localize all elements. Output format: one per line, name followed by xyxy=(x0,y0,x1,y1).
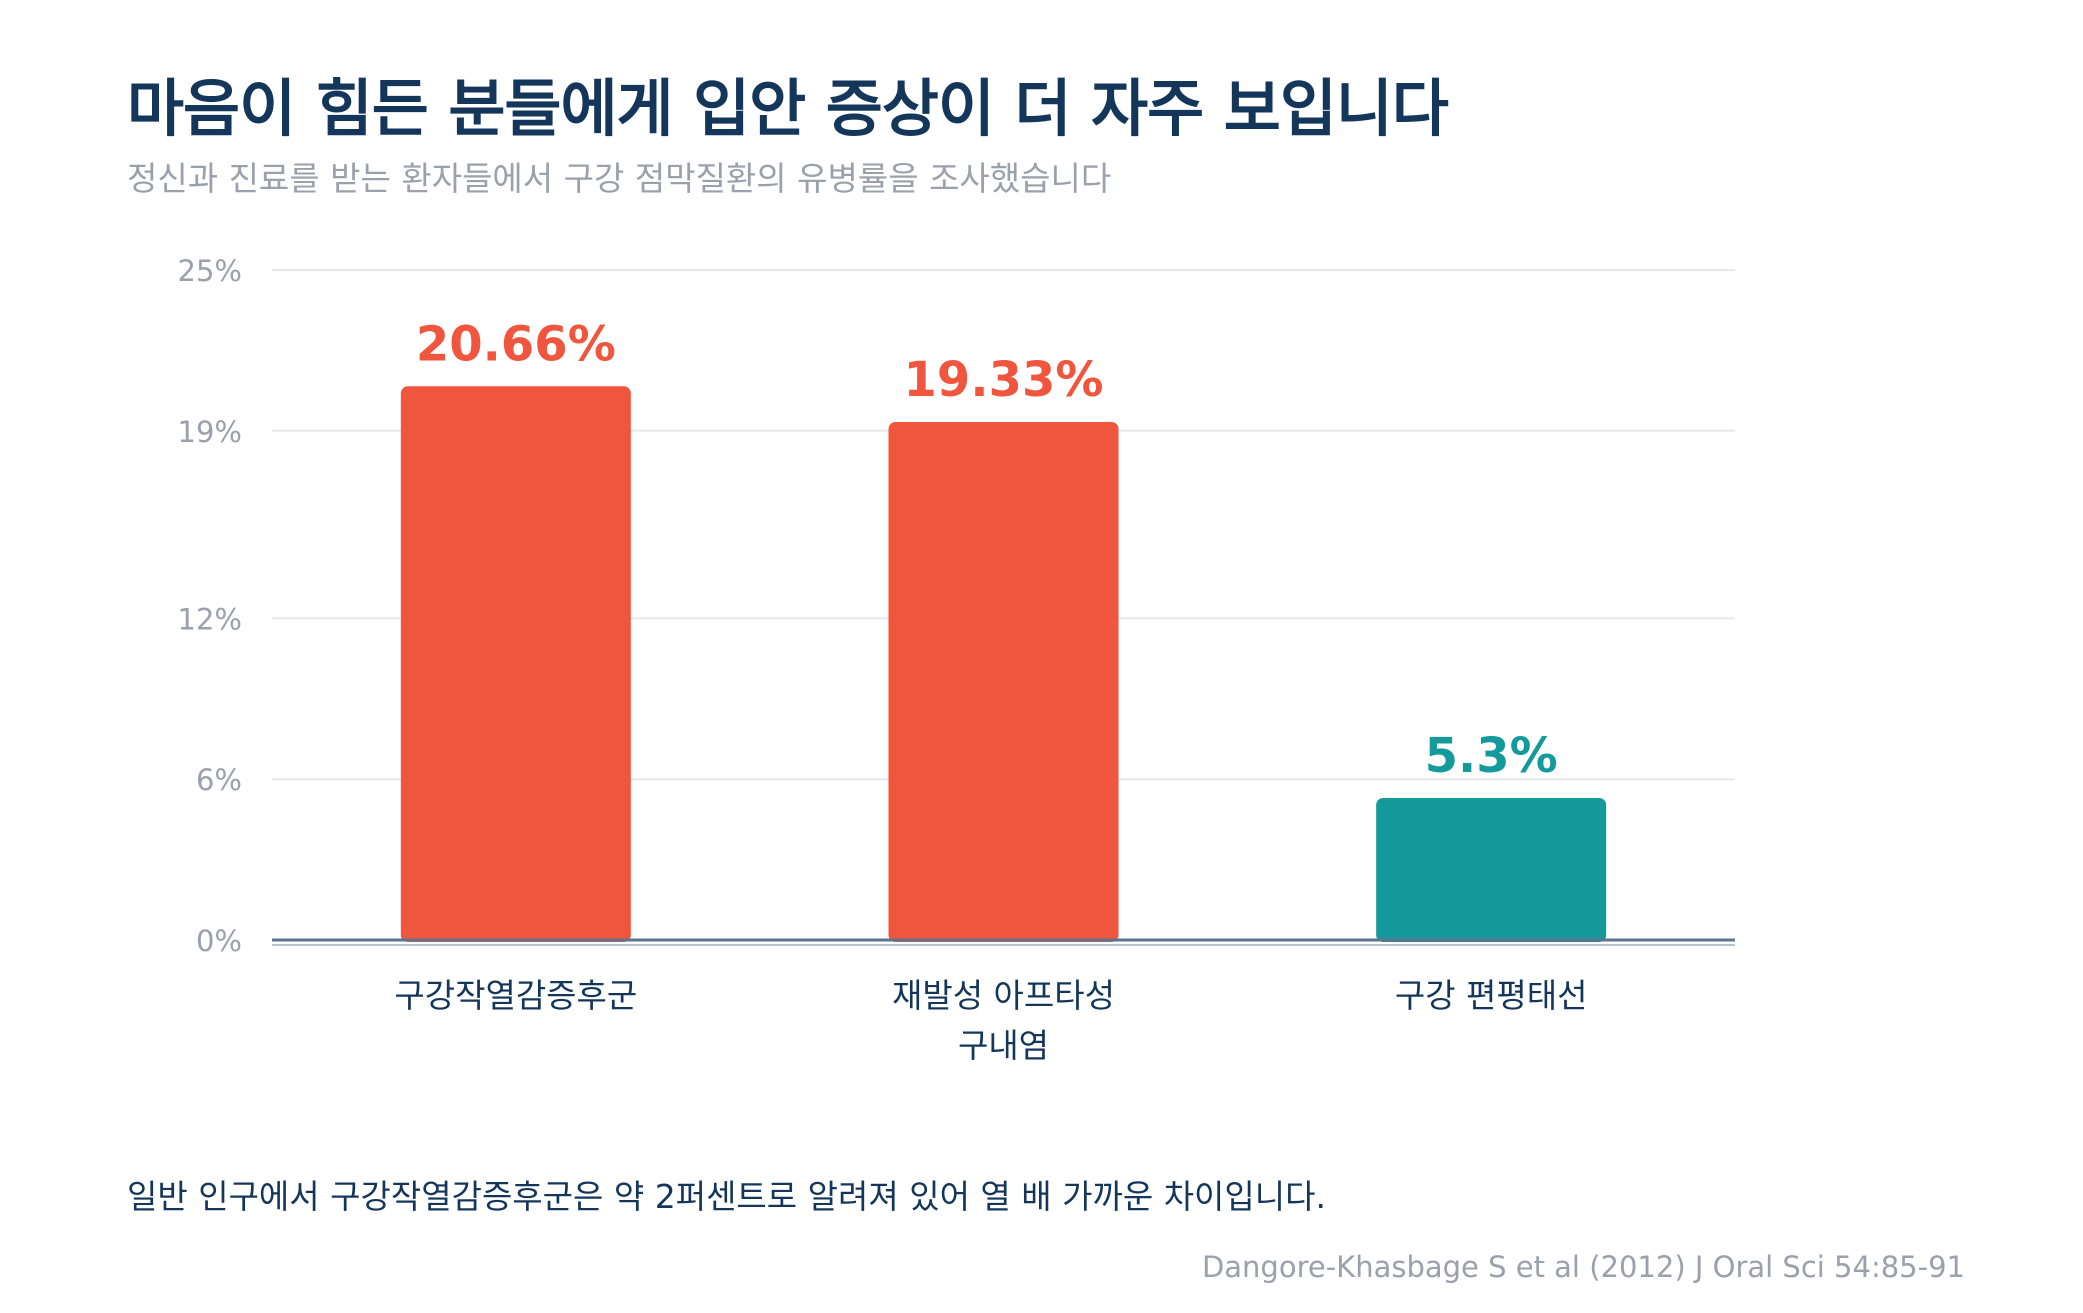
x-tick-label: 구강 편평태선 xyxy=(1395,976,1588,1015)
bar xyxy=(400,386,631,942)
bar xyxy=(1376,797,1607,942)
y-tick-label: 19% xyxy=(178,415,242,449)
footnote: 일반 인구에서 구강작열감증후군은 약 2퍼센트로 알려져 있어 열 배 가까운… xyxy=(127,1177,1326,1216)
chart-subtitle: 정신과 진료를 받는 환자들에서 구강 점막질환의 유병률을 조사했습니다 xyxy=(127,159,1112,198)
chart-title: 마음이 힘든 분들에게 입안 증상이 더 자주 보입니다 xyxy=(127,72,1449,145)
bar xyxy=(888,421,1119,942)
source-citation: Dangore-Khasbage S et al (2012) J Oral S… xyxy=(1201,1250,1965,1284)
data-label: 19.33% xyxy=(904,352,1104,408)
y-tick-label: 12% xyxy=(178,602,242,636)
data-label: 5.3% xyxy=(1425,728,1558,784)
y-tick-label: 6% xyxy=(196,763,242,797)
y-tick-label: 25% xyxy=(178,254,242,288)
x-tick-label: 구내염 xyxy=(958,1026,1049,1065)
x-tick-label: 재발성 아프타성 xyxy=(892,976,1115,1015)
data-label: 20.66% xyxy=(416,316,616,372)
y-tick-label: 0% xyxy=(196,924,242,958)
x-tick-label: 구강작열감증후군 xyxy=(394,976,637,1015)
